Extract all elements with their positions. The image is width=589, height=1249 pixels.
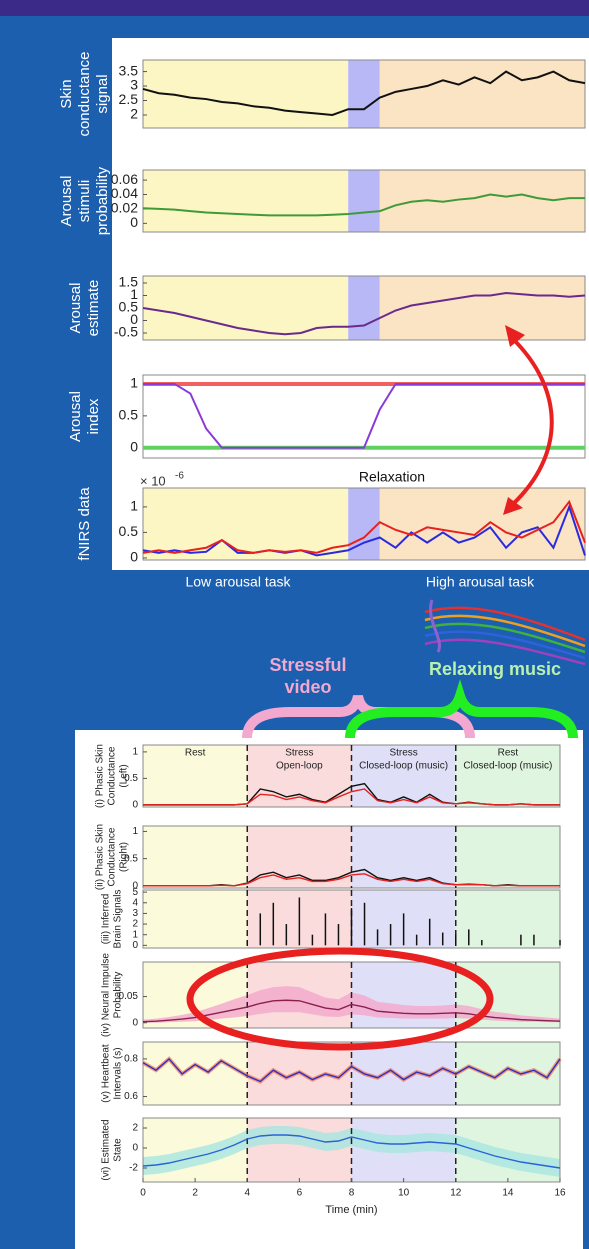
region	[348, 276, 380, 340]
region	[143, 488, 348, 560]
y-tick-label: 0.04	[111, 185, 138, 201]
y-axis-label: (vi) Estimated	[101, 1119, 112, 1180]
y-axis-label: (Left)	[119, 764, 130, 787]
header: Relaxing music	[429, 659, 561, 679]
y-tick-label: 3	[132, 908, 138, 919]
y-axis-label: Conductance	[107, 746, 118, 805]
y-axis-label: Conductance	[107, 827, 118, 886]
region	[456, 826, 560, 888]
x-tick-label: 6	[297, 1188, 303, 1199]
y-tick-label: 0	[132, 1017, 138, 1028]
y-tick-label: 2	[132, 1123, 138, 1134]
region	[348, 60, 380, 128]
y-tick-label: 0.5	[119, 523, 139, 539]
header: video	[284, 677, 331, 697]
x-axis-label: Time (min)	[325, 1204, 377, 1216]
y-axis-label: Arousal	[67, 283, 84, 334]
scale-exponent: -6	[175, 471, 184, 482]
x-tick-label: 16	[554, 1188, 566, 1199]
region	[380, 488, 585, 560]
y-axis-label: conductance	[76, 51, 93, 136]
caption: Low arousal task	[185, 574, 291, 590]
y-axis-label: (iv) Neural Impulse	[101, 953, 112, 1037]
y-tick-label: 4	[132, 897, 138, 908]
region	[143, 826, 247, 888]
y-tick-label: 0	[132, 940, 138, 951]
y-tick-label: 1	[130, 498, 138, 514]
top-stripe	[0, 0, 589, 16]
y-axis-label: (Right)	[119, 842, 130, 872]
y-axis-label: signal	[94, 74, 111, 113]
y-tick-label: 1	[132, 929, 138, 940]
y-tick-label: 0.5	[119, 407, 139, 423]
region-label: Rest	[498, 748, 519, 759]
y-tick-label: 0	[132, 800, 138, 811]
x-tick-label: 0	[140, 1188, 146, 1199]
y-axis-label: Arousal	[67, 391, 84, 442]
y-axis-label: (v) Heartbeat	[101, 1044, 112, 1103]
region	[143, 276, 348, 340]
y-axis-label: probability	[94, 166, 111, 235]
y-tick-label: 1.5	[119, 274, 139, 290]
region	[143, 890, 247, 948]
region-label: Rest	[185, 748, 206, 759]
region-label: Closed-loop (music)	[463, 761, 552, 772]
y-axis-label: (i) Phasic Skin	[95, 744, 106, 808]
y-tick-label: 1	[130, 375, 138, 391]
y-tick-label: 2	[132, 919, 138, 930]
region	[456, 1042, 560, 1105]
x-tick-label: 10	[398, 1188, 410, 1199]
region	[456, 890, 560, 948]
x-tick-label: 14	[502, 1188, 514, 1199]
x-tick-label: 8	[349, 1188, 355, 1199]
y-tick-label: 0	[130, 214, 138, 230]
y-tick-label: 3	[130, 77, 138, 93]
region	[348, 170, 380, 232]
region-label: Closed-loop (music)	[359, 761, 448, 772]
y-tick-label: 0.8	[124, 1054, 138, 1065]
y-axis-label: (ii) Phasic Skin	[95, 824, 106, 890]
y-tick-label: 0	[130, 549, 138, 565]
y-tick-label: 1	[132, 826, 138, 837]
y-axis-label: index	[85, 398, 102, 434]
caption: High arousal task	[426, 574, 535, 590]
y-tick-label: 0.06	[111, 171, 138, 187]
y-tick-label: 0	[132, 1143, 138, 1154]
x-tick-label: 12	[450, 1188, 462, 1199]
y-tick-label: 5	[132, 887, 138, 898]
y-tick-label: 2	[130, 106, 138, 122]
y-axis-label: Intervals (s)	[113, 1047, 124, 1099]
scale-label: × 10	[140, 473, 166, 488]
y-tick-label: 1	[132, 747, 138, 758]
region	[348, 488, 380, 560]
y-axis-label: State	[113, 1138, 124, 1162]
y-axis-label: stimuli	[76, 180, 93, 223]
region-label: Stress	[389, 748, 417, 759]
region	[143, 170, 348, 232]
region-label: Stress	[285, 748, 313, 759]
y-axis-label: estimate	[85, 280, 102, 337]
region	[380, 276, 585, 340]
y-axis-label: Brain Signals	[113, 890, 124, 949]
y-axis-label: Arousal	[58, 176, 75, 227]
y-axis-label: Probability	[113, 972, 124, 1019]
x-tick-label: 2	[192, 1188, 198, 1199]
y-tick-label: -2	[129, 1163, 138, 1174]
x-tick-label: 4	[244, 1188, 250, 1199]
y-tick-label: 2.5	[119, 91, 139, 107]
y-axis-label: fNIRS data	[76, 487, 93, 561]
y-tick-label: 0.6	[124, 1091, 138, 1102]
header: Stressful	[269, 655, 346, 675]
region	[143, 1042, 247, 1105]
region-label: Open-loop	[276, 761, 323, 772]
slide: 22.533.5Skinconductancesignal00.020.040.…	[0, 0, 589, 1249]
y-tick-label: 3.5	[119, 62, 139, 78]
y-tick-label: 0	[130, 438, 138, 454]
y-axis-label: Skin	[58, 79, 75, 108]
y-axis-label: (iii) Inferred	[101, 894, 112, 945]
annotation: Relaxation	[359, 469, 425, 485]
y-tick-label: 0.02	[111, 200, 138, 216]
region	[380, 60, 585, 128]
